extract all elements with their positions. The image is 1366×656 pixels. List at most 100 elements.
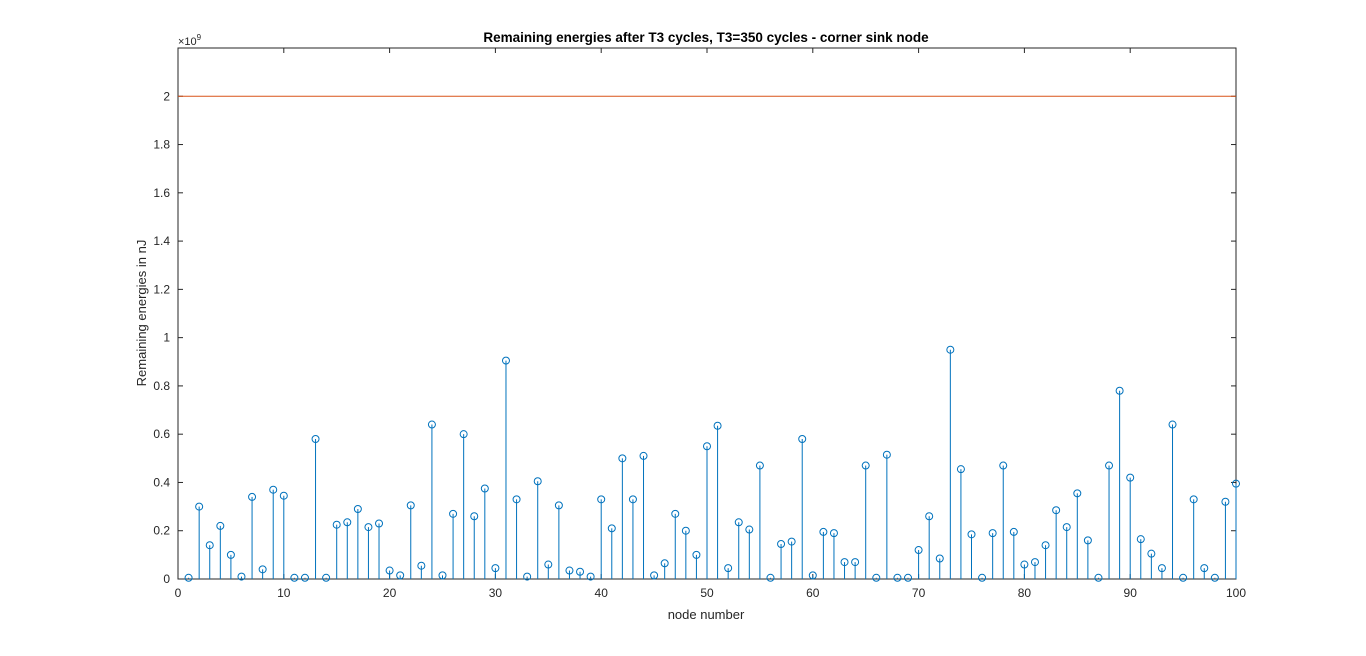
stem-marker	[1126, 473, 1135, 482]
stem-marker	[554, 501, 563, 510]
stem-marker	[925, 512, 934, 521]
stem-marker	[544, 560, 553, 569]
x-tick-label: 100	[1226, 586, 1246, 600]
stem-marker	[343, 518, 352, 527]
stem-marker	[1147, 549, 1156, 558]
stem-marker	[576, 567, 585, 576]
stem-marker	[311, 435, 320, 444]
stem-marker	[586, 572, 595, 581]
stem-marker	[861, 461, 870, 470]
stem-marker	[1115, 386, 1124, 395]
stem-marker	[269, 485, 278, 494]
plot-area: 0 10 20 30 40 50 60 70 80 90 100 0 0.2 0.4 0.6 0.8 1 1.2 1…	[153, 47, 1246, 600]
stem-marker	[639, 451, 648, 460]
y-axis-exponent: ×109	[178, 33, 202, 48]
stem-marker	[459, 430, 468, 439]
x-tick-label: 50	[700, 586, 714, 600]
stem-marker	[1030, 558, 1039, 567]
stem-marker	[829, 529, 838, 538]
stem-marker	[565, 566, 574, 575]
stem-marker	[216, 521, 225, 530]
stem-marker	[1073, 489, 1082, 498]
x-tick-label: 90	[1124, 586, 1138, 600]
stem-marker	[248, 492, 257, 501]
stem-marker	[1168, 420, 1177, 429]
stem-marker	[1052, 506, 1061, 515]
stem-marker	[967, 530, 976, 539]
y-tick-label: 1.6	[153, 186, 170, 200]
stem-marker	[406, 501, 415, 510]
stem-marker	[872, 573, 881, 582]
y-tick-label: 1.2	[153, 282, 170, 296]
stem-marker	[1232, 479, 1240, 488]
stem-marker	[618, 454, 627, 463]
stem-marker	[322, 573, 331, 582]
stem-marker	[671, 509, 680, 518]
stem-marker	[1105, 461, 1114, 470]
stem-marker	[1210, 573, 1219, 582]
stem-marker	[480, 484, 489, 493]
stem-marker	[470, 512, 479, 521]
stem-marker	[787, 537, 796, 546]
y-tick-label: 1	[163, 331, 170, 345]
stem-marker	[808, 571, 817, 580]
y-tick-label: 0	[163, 572, 170, 586]
stem-marker	[766, 573, 775, 582]
stem-marker	[713, 421, 722, 430]
stem-marker	[1221, 497, 1230, 506]
stem-marker	[237, 572, 246, 581]
stem-marker	[660, 559, 669, 568]
x-axis-label: node number	[668, 607, 745, 622]
stem-marker	[798, 435, 807, 444]
stem-marker	[777, 540, 786, 549]
stem-marker	[1189, 495, 1198, 504]
x-tick-label: 20	[383, 586, 397, 600]
stem-marker	[512, 495, 521, 504]
stem-marker	[279, 491, 288, 500]
stem-marker	[755, 461, 764, 470]
x-tick-label: 30	[489, 586, 503, 600]
stem-marker	[300, 573, 309, 582]
stem-marker	[1062, 523, 1071, 532]
stem-marker	[946, 345, 955, 354]
stem-marker	[1094, 573, 1103, 582]
stem-marker	[364, 523, 373, 532]
stem-marker	[385, 566, 394, 575]
y-exponent-power: 9	[197, 33, 202, 42]
stem-marker	[501, 356, 510, 365]
stem-marker	[650, 571, 659, 580]
stem-marker	[914, 546, 923, 555]
stem-marker	[491, 564, 500, 573]
y-exponent-base: ×10	[178, 36, 197, 48]
stem-marker	[956, 465, 965, 474]
stem-marker	[1200, 564, 1209, 573]
stem-marker	[353, 505, 362, 514]
y-tick-label: 1.8	[153, 138, 170, 152]
y-tick-label: 1.4	[153, 234, 170, 248]
stem-marker	[1083, 536, 1092, 545]
stem-marker	[607, 524, 616, 533]
stem-marker	[438, 571, 447, 580]
x-tick-label: 80	[1018, 586, 1032, 600]
x-tick-label: 10	[277, 586, 291, 600]
stem-marker	[893, 573, 902, 582]
stem-marker	[1041, 541, 1050, 550]
stem-marker	[1136, 535, 1145, 544]
stem-marker	[1157, 564, 1166, 573]
stem-marker	[184, 573, 193, 582]
stem-marker	[904, 573, 913, 582]
x-tick-label: 70	[912, 586, 926, 600]
stem-marker	[999, 461, 1008, 470]
stem-marker	[935, 554, 944, 563]
y-tick-label: 2	[163, 89, 170, 103]
stem-marker	[375, 519, 384, 528]
y-tick-label: 0.8	[153, 379, 170, 393]
stem-marker	[840, 558, 849, 567]
stem-marker	[258, 565, 267, 574]
stem-marker	[745, 525, 754, 534]
stem-marker	[819, 527, 828, 536]
stem-marker	[417, 561, 426, 570]
y-axis-label: Remaining energies in nJ	[134, 240, 149, 387]
